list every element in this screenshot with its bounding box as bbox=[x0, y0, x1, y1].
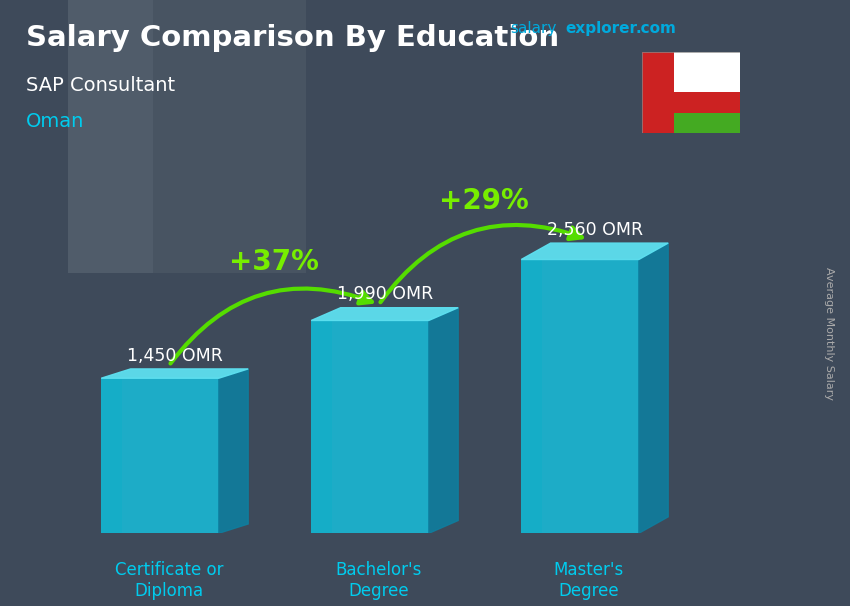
Bar bbox=[311, 321, 428, 533]
Polygon shape bbox=[218, 369, 248, 533]
Text: 1,450 OMR: 1,450 OMR bbox=[127, 347, 223, 365]
Text: 2,560 OMR: 2,560 OMR bbox=[547, 221, 643, 239]
Bar bbox=[521, 259, 542, 533]
Polygon shape bbox=[101, 369, 248, 378]
Bar bbox=[68, 0, 153, 273]
Bar bbox=[68, 0, 306, 273]
Text: SAP Consultant: SAP Consultant bbox=[26, 76, 174, 95]
Text: Bachelor's
Degree: Bachelor's Degree bbox=[336, 561, 422, 600]
Polygon shape bbox=[428, 308, 458, 533]
Bar bbox=[101, 378, 122, 533]
Bar bbox=[521, 259, 639, 533]
Bar bbox=[674, 113, 740, 133]
Bar bbox=[311, 321, 332, 533]
Text: 1,990 OMR: 1,990 OMR bbox=[337, 285, 433, 304]
Bar bbox=[642, 52, 674, 133]
Text: Oman: Oman bbox=[26, 112, 84, 131]
Text: Master's
Degree: Master's Degree bbox=[553, 561, 624, 600]
Text: salary: salary bbox=[510, 21, 557, 36]
Polygon shape bbox=[521, 243, 668, 259]
Text: Salary Comparison By Education: Salary Comparison By Education bbox=[26, 24, 558, 52]
Text: +29%: +29% bbox=[439, 187, 529, 215]
Text: Average Monthly Salary: Average Monthly Salary bbox=[824, 267, 834, 400]
Text: .com: .com bbox=[636, 21, 677, 36]
Text: +37%: +37% bbox=[229, 248, 319, 276]
Text: explorer: explorer bbox=[565, 21, 638, 36]
Bar bbox=[101, 378, 218, 533]
Polygon shape bbox=[639, 243, 668, 533]
Text: Certificate or
Diploma: Certificate or Diploma bbox=[115, 561, 223, 600]
Polygon shape bbox=[311, 308, 458, 321]
Bar bbox=[674, 52, 740, 92]
Bar bbox=[674, 92, 740, 113]
